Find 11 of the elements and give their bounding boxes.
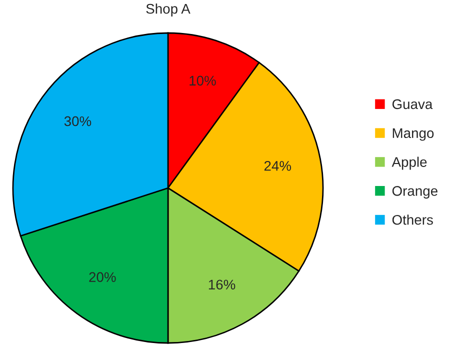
legend-label: Mango [392,128,434,141]
data-label: 10% [190,76,216,86]
data-label: 16% [208,280,236,290]
legend-label: Orange [392,186,438,199]
chart-title: Shop A [146,4,190,16]
legend-label: Guava [392,99,433,110]
data-label: 24% [264,160,292,171]
data-label: 20% [89,272,116,282]
legend-label: Apple [392,156,427,170]
data-label: 30% [64,116,92,126]
legend-label: Others [392,214,433,225]
